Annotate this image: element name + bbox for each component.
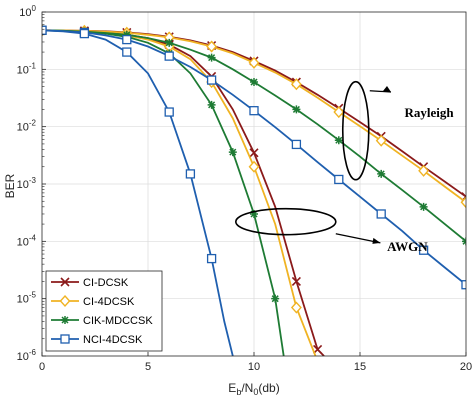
nci-4dcsk-rayleigh-point xyxy=(418,245,429,255)
cik-mdccsk-rayleigh-point xyxy=(292,105,301,114)
cik-mdccsk-awgn-point xyxy=(228,148,237,157)
ci-4dcsk-awgn-point xyxy=(290,301,302,314)
awgn-ellipse xyxy=(234,207,337,236)
cik-mdccsk-awgn-point xyxy=(271,294,280,303)
legend-ci-4dcsk-label: CI-4DCSK xyxy=(83,296,135,308)
nci-4dcsk-rayleigh-point xyxy=(376,209,386,219)
y-tick-label: 10-1 xyxy=(17,61,37,76)
rayleigh-arrow xyxy=(369,90,392,93)
x-tick-label: 0 xyxy=(39,361,45,373)
nci-4dcsk-rayleigh-point xyxy=(164,51,174,61)
ci-4dcsk-rayleigh-point xyxy=(206,40,218,53)
x-tick-label: 10 xyxy=(248,361,260,373)
nci-4dcsk-awgn-point xyxy=(185,169,196,179)
x-tick-label: 5 xyxy=(145,361,151,373)
x-axis-title-tail: (db) xyxy=(258,381,279,395)
legend: CI-DCSK CI-4DCSK CIK-MDCCSK NCI-4DCSK xyxy=(45,270,163,352)
ci-4dcsk-rayleigh-point xyxy=(290,78,302,91)
x-axis-title-main: E xyxy=(228,381,236,395)
x-axis-title-sub1: b xyxy=(236,387,241,397)
ci-4dcsk-rayleigh-point xyxy=(460,196,466,209)
y-tick-label: 10-4 xyxy=(17,233,37,248)
x-axis-title-sub2: 0 xyxy=(253,387,258,397)
awgn-arrowhead xyxy=(372,237,381,244)
ci-4dcsk-rayleigh-point xyxy=(333,105,345,119)
annotation-layer: Rayleigh AWGN xyxy=(234,80,454,254)
cik-mdccsk-awgn-point xyxy=(207,100,216,109)
nci-4dcsk-rayleigh-point xyxy=(291,139,302,150)
cik-mdccsk-rayleigh-point xyxy=(250,78,258,87)
ci-4dcsk-rayleigh-point xyxy=(248,56,260,69)
y-axis-title: BER xyxy=(3,173,17,198)
y-tick-label: 10-2 xyxy=(17,119,37,134)
nci-4dcsk-awgn-line xyxy=(42,29,234,356)
y-tick-label: 10-6 xyxy=(17,348,37,363)
rayleigh-ellipse xyxy=(341,80,370,181)
nci-4dcsk-awgn-point xyxy=(42,25,47,35)
nci-4dcsk-rayleigh-point xyxy=(461,280,466,290)
cik-mdccsk-rayleigh-point xyxy=(165,38,174,47)
legend-ci-dcsk-label: CI-DCSK xyxy=(83,277,129,289)
nci-4dcsk-awgn-point xyxy=(79,28,90,39)
legend-ci-dcsk-marker xyxy=(60,277,70,287)
axis-ticks: 0 5 10 15 20 100 10-1 10-2 10-3 10-4 10-5 10-6 xyxy=(17,4,473,373)
cik-mdccsk-rayleigh-point xyxy=(207,53,216,62)
nci-4dcsk-rayleigh-point xyxy=(122,34,132,45)
ci-4dcsk-rayleigh-point xyxy=(375,134,387,147)
legend-cik-mdccsk-marker xyxy=(61,316,69,324)
legend-ci-4dcsk-marker xyxy=(59,294,71,308)
x-tick-label: 15 xyxy=(354,361,366,373)
ci-dcsk-awgn-point xyxy=(291,276,301,286)
rayleigh-label: Rayleigh xyxy=(404,105,454,120)
nci-4dcsk-rayleigh-point xyxy=(334,174,344,185)
nci-4dcsk-awgn-point xyxy=(206,253,217,264)
awgn-label: AWGN xyxy=(387,239,428,254)
legend-cik-mdccsk-label: CIK-MDCCSK xyxy=(83,315,153,327)
nci-4dcsk-rayleigh-point xyxy=(206,75,217,85)
legend-nci-4dcsk-marker xyxy=(60,334,70,344)
nci-4dcsk-rayleigh-point xyxy=(249,106,259,116)
x-axis-title-mid: /N xyxy=(241,381,253,395)
cik-mdccsk-rayleigh-point xyxy=(419,202,428,211)
ci-4dcsk-rayleigh-point xyxy=(418,164,430,177)
nci-4dcsk-awgn-point xyxy=(122,47,132,57)
y-tick-label: 10-5 xyxy=(17,291,37,306)
cik-mdccsk-awgn-point xyxy=(250,209,258,218)
x-axis-title: Eb/N0(db) xyxy=(228,381,279,397)
ci-4dcsk-awgn-point xyxy=(248,160,260,173)
series-layer xyxy=(42,24,466,356)
cik-mdccsk-rayleigh-point xyxy=(377,169,386,178)
nci-4dcsk-awgn-point xyxy=(164,107,174,117)
rayleigh-arrowhead xyxy=(383,86,391,93)
y-tick-label: 100 xyxy=(19,4,36,19)
x-tick-label: 20 xyxy=(460,361,472,373)
cik-mdccsk-rayleigh-point xyxy=(334,136,343,145)
ci-dcsk-awgn-point xyxy=(249,148,259,158)
y-tick-label: 10-3 xyxy=(17,176,37,191)
legend-nci-4dcsk-label: NCI-4DCSK xyxy=(83,334,143,346)
